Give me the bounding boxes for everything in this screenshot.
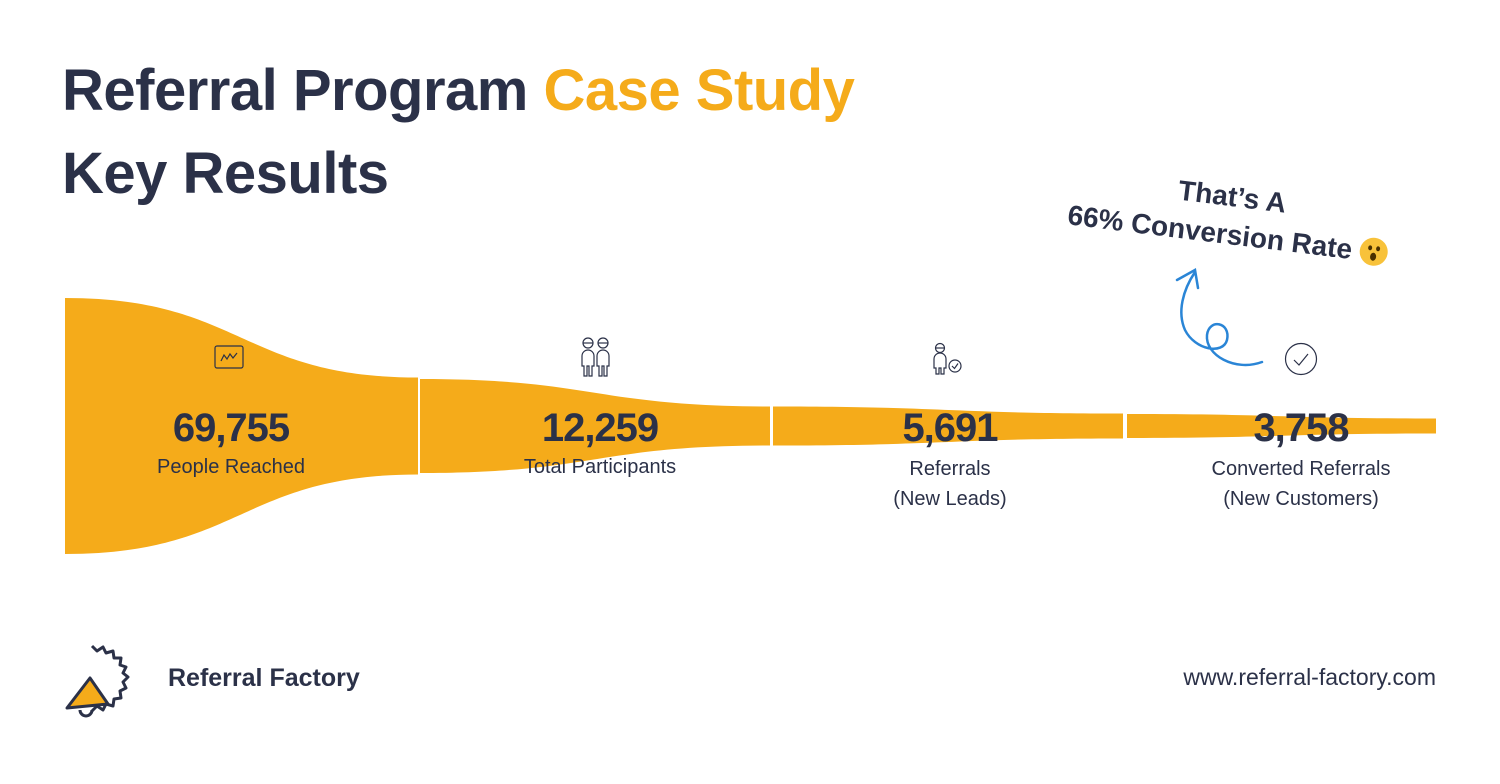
stage-label: Referrals: [909, 458, 991, 480]
people-icon: [581, 337, 610, 377]
funnel-stage: 3,758 Converted Referrals (New Customers): [1141, 408, 1461, 514]
stage-value: 12,259: [541, 406, 659, 450]
person-check-icon: [933, 342, 962, 375]
funnel-segment-3: [773, 406, 1123, 446]
funnel-segment-2: [420, 379, 770, 473]
page-title: Referral Program Case Study: [62, 62, 855, 120]
stage-label: Converted Referrals: [1211, 458, 1391, 480]
page-subtitle: Key Results: [62, 141, 389, 206]
funnel-stage: 12,259 Total Participants: [440, 408, 760, 482]
website-url[interactable]: www.referral-factory.com: [1183, 664, 1436, 690]
title-accent: Case Study: [543, 58, 855, 123]
funnel-segment-1: [65, 298, 418, 554]
funnel-stage: 69,755 People Reached: [71, 408, 391, 482]
astonished-face-icon: [1358, 236, 1390, 268]
curly-arrow-icon: [1175, 268, 1264, 367]
chart-icon: [214, 345, 244, 369]
stage-label-sub: (New Customers): [1223, 488, 1379, 510]
stage-label-sub: (New Leads): [893, 488, 1007, 510]
title-main: Referral Program: [62, 58, 544, 123]
stage-value: 5,691: [902, 406, 998, 450]
referral-factory-logo-icon: [65, 644, 130, 718]
funnel-stage: 5,691 Referrals (New Leads): [790, 408, 1110, 514]
stage-label: Total Participants: [523, 456, 677, 478]
stage-value: 69,755: [172, 406, 290, 450]
funnel-segment-4: [1127, 414, 1436, 438]
check-circle-icon: [1284, 342, 1318, 376]
brand-name: Referral Factory: [168, 664, 360, 692]
stage-value: 3,758: [1253, 406, 1349, 450]
stage-label: People Reached: [157, 456, 305, 478]
